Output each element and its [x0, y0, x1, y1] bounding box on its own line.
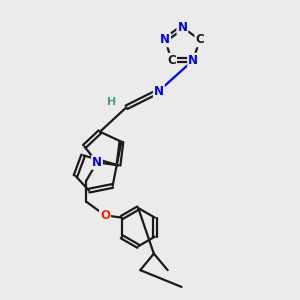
Text: N: N: [160, 33, 170, 46]
Text: C: C: [167, 54, 176, 67]
Text: N: N: [188, 54, 198, 67]
Text: O: O: [100, 209, 110, 222]
Text: N: N: [177, 21, 188, 34]
Text: N: N: [92, 156, 102, 169]
Text: C: C: [195, 33, 204, 46]
Text: H: H: [107, 97, 116, 107]
Text: N: N: [154, 85, 164, 98]
